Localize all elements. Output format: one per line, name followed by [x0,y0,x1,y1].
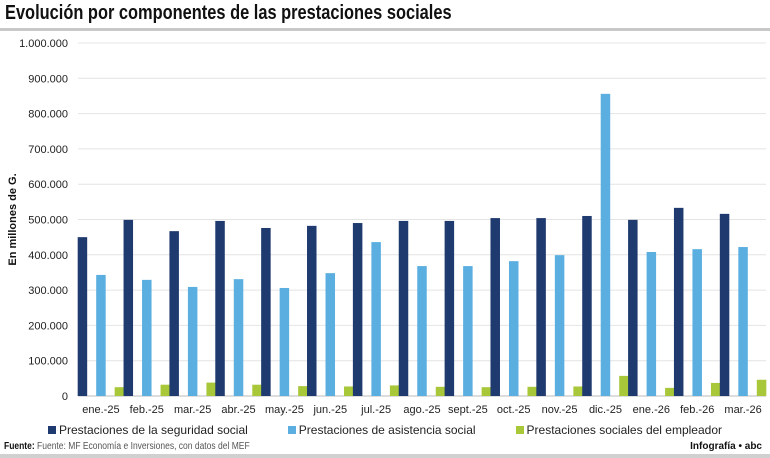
bar-ene.-25-s1 [77,237,88,396]
source-note: Fuente: Fuente: MF Economía e Inversione… [4,441,250,452]
bar-feb.-26-s1 [673,207,684,396]
legend-item: Prestaciones sociales del empleador [515,423,722,437]
y-tick-label: 800.000 [28,109,68,121]
credit: Infografía • abc [690,441,762,452]
bar-oct.-25-s2 [508,261,519,396]
bar-sept.-25-s2 [463,266,473,396]
legend-item: Prestaciones de la seguridad social [48,423,248,437]
bar-sept.-25-s1 [444,220,455,396]
y-tick-label: 200.000 [28,320,68,332]
x-tick-label: dic.-25 [589,404,622,416]
bar-ene.-25-s3 [114,387,125,396]
y-tick-label: 600.000 [28,179,68,191]
legend-label: Prestaciones de asistencia social [298,423,476,437]
bar-ene.-26-s3 [665,387,675,396]
bar-dic.-25-s2 [600,93,611,396]
bar-ago.-25-s1 [398,220,409,396]
bar-feb.-25-s2 [142,279,152,396]
x-tick-label: mar.-25 [174,404,211,416]
legend-label: Prestaciones de la seguridad social [59,423,248,437]
bar-ene.-26-s2 [646,251,657,396]
chart-title: Evolución por componentes de las prestac… [5,2,452,24]
legend-swatch [48,426,56,434]
y-axis-label: En millones de G. [7,173,19,265]
bar-may.-25-s3 [298,386,308,396]
bar-nov.-25-s3 [573,386,583,396]
x-tick-label: oct.-25 [497,404,531,416]
legend-item: Prestaciones de asistencia social [287,423,476,437]
bar-feb.-26-s2 [692,249,702,396]
y-tick-label: 500.000 [28,215,68,227]
x-tick-label: nov.-25 [542,404,578,416]
y-tick-label: 400.000 [28,250,68,262]
source-text: Fuente: MF Economía e Inversiones, con d… [37,441,250,452]
bar-chart: 0 100.000 200.000 300.000 400.000 500.000 600.… [7,38,767,416]
bar-mar.-26-s3 [756,379,767,396]
bar-jul.-25-s1 [352,223,363,396]
bar-ago.-25-s2 [417,266,427,396]
legend-label: Prestaciones sociales del empleador [526,423,722,437]
legend-swatch [287,426,296,434]
bar-jul.-25-s2 [371,242,381,396]
x-tick-label: sept.-25 [448,404,488,416]
x-tick-label: mar.-26 [724,404,761,416]
bar-dic.-25-s3 [619,375,629,396]
x-tick-label: ene.-25 [82,404,119,416]
bottom-divider [0,454,770,458]
bar-nov.-25-s2 [554,255,565,396]
y-tick-label: 700.000 [28,144,68,156]
bar-ago.-25-s3 [435,386,446,396]
y-tick-label: 900.000 [28,73,68,85]
x-tick-label: feb.-26 [680,404,714,416]
bar-ene.-26-s1 [628,219,638,396]
bar-dic.-25-s1 [582,215,592,396]
bar-oct.-25-s3 [527,386,537,396]
bar-feb.-25-s1 [123,219,134,396]
bar-ene.-25-s2 [96,274,106,396]
bar-may.-25-s2 [279,287,290,396]
bar-jun.-25-s3 [344,386,354,396]
source-label: Fuente: [4,441,35,452]
bar-mar.-25-s3 [206,382,216,396]
bar-mar.-25-s2 [187,286,198,396]
bar-sept.-25-s3 [481,387,492,396]
bar-jul.-25-s3 [389,385,400,396]
bar-abr.-25-s1 [215,220,225,396]
bar-abr.-25-s3 [252,384,262,396]
x-tick-label: ago.-25 [403,404,440,416]
bar-mar.-26-s1 [719,213,730,396]
bar-jun.-25-s2 [325,273,336,396]
x-tick-label: abr.-25 [221,404,255,416]
x-tick-label: may.-25 [265,404,304,416]
bar-mar.-25-s1 [169,231,179,396]
x-tick-label: jun.-25 [312,404,347,416]
x-tick-label: ene.-26 [633,404,670,416]
y-tick-label: 300.000 [28,285,68,297]
title-divider [0,28,770,31]
bar-nov.-25-s1 [536,218,546,396]
bar-abr.-25-s2 [233,279,244,396]
y-tick-label: 0 [62,391,68,403]
legend-swatch [515,426,524,434]
bar-feb.-25-s3 [160,384,171,396]
y-tick-label: 100.000 [28,356,68,368]
legend: Prestaciones de la seguridad social Prest… [0,423,770,437]
bar-feb.-26-s3 [710,382,721,396]
y-tick-label: 1.000.000 [19,38,68,50]
bar-jun.-25-s1 [307,225,317,396]
x-tick-label: feb.-25 [130,404,164,416]
x-tick-label: jul.-25 [360,404,391,416]
bar-mar.-26-s2 [738,247,748,396]
bar-oct.-25-s1 [490,218,500,396]
bar-may.-25-s1 [261,227,271,396]
